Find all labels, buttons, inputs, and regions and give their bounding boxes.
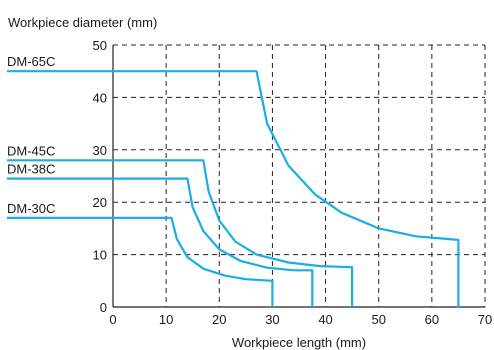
y-tick-label: 50 <box>93 38 107 53</box>
y-axis-label: Workpiece diameter (mm) <box>8 15 157 30</box>
y-tick-label: 20 <box>93 195 107 210</box>
y-tick-label: 40 <box>93 90 107 105</box>
y-tick-label: 0 <box>100 300 107 315</box>
x-tick-label: 30 <box>265 312 279 327</box>
y-tick-label: 30 <box>93 143 107 158</box>
grid <box>113 44 486 307</box>
series-line-dm-65c <box>7 70 460 307</box>
series-labels: DM-65C DM-45C DM-38C DM-30C <box>7 54 55 216</box>
series-label: DM-45C <box>7 143 55 158</box>
series-line-dm-30c <box>7 216 274 307</box>
series-group <box>7 70 460 307</box>
x-tick-label: 40 <box>318 312 332 327</box>
series-line-dm-38c <box>7 177 314 307</box>
x-axis-label: Workpiece length (mm) <box>232 335 366 350</box>
series-label: DM-30C <box>7 201 55 216</box>
x-tick-label: 50 <box>371 312 385 327</box>
x-tick-label: 20 <box>212 312 226 327</box>
series-label: DM-38C <box>7 162 55 177</box>
series-line-dm-45c <box>7 159 354 307</box>
series-label: DM-65C <box>7 54 55 69</box>
y-tick-labels: 0 10 20 30 40 50 <box>93 38 107 315</box>
x-tick-labels: 0 10 20 30 40 50 60 70 <box>109 312 492 327</box>
x-tick-label: 60 <box>425 312 439 327</box>
x-tick-label: 0 <box>109 312 116 327</box>
x-tick-label: 10 <box>159 312 173 327</box>
x-tick-label: 70 <box>478 312 492 327</box>
y-tick-label: 10 <box>93 248 107 263</box>
